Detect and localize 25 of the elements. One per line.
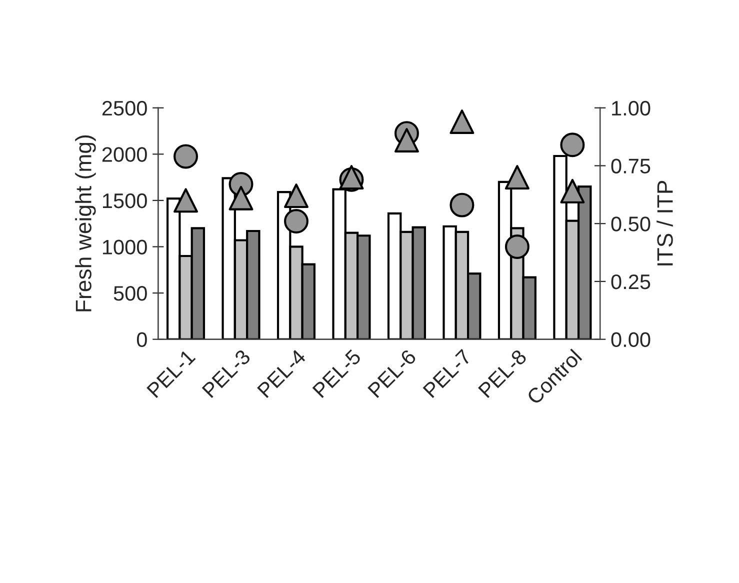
y-axis-title: Fresh weight (mg) bbox=[75, 135, 96, 312]
y-tick-label: 0 bbox=[136, 332, 147, 348]
point bbox=[284, 209, 308, 234]
y2-tick-label: 0.75 bbox=[611, 158, 650, 174]
y2-tick-label: 0.00 bbox=[611, 332, 650, 348]
point bbox=[504, 234, 530, 259]
y-tick-label: 2500 bbox=[102, 100, 147, 116]
point bbox=[450, 192, 474, 218]
point bbox=[560, 132, 585, 158]
point bbox=[394, 128, 419, 152]
y2-axis-title: ITS / ITP bbox=[656, 180, 673, 266]
point bbox=[504, 165, 530, 190]
y-tick-label: 1000 bbox=[102, 240, 147, 254]
y-tick-label: 500 bbox=[114, 286, 147, 301]
y-tick-label: 1500 bbox=[102, 193, 147, 208]
y2-tick-label: 0.25 bbox=[611, 274, 650, 290]
point bbox=[174, 144, 198, 169]
y2-tick-label: 0.50 bbox=[611, 216, 650, 232]
point bbox=[174, 188, 198, 213]
y2-tick-label: 1.00 bbox=[612, 100, 650, 116]
y-tick-label: 2000 bbox=[102, 147, 147, 162]
point bbox=[450, 110, 474, 134]
point bbox=[284, 184, 308, 208]
point bbox=[560, 178, 585, 204]
point bbox=[228, 186, 254, 210]
